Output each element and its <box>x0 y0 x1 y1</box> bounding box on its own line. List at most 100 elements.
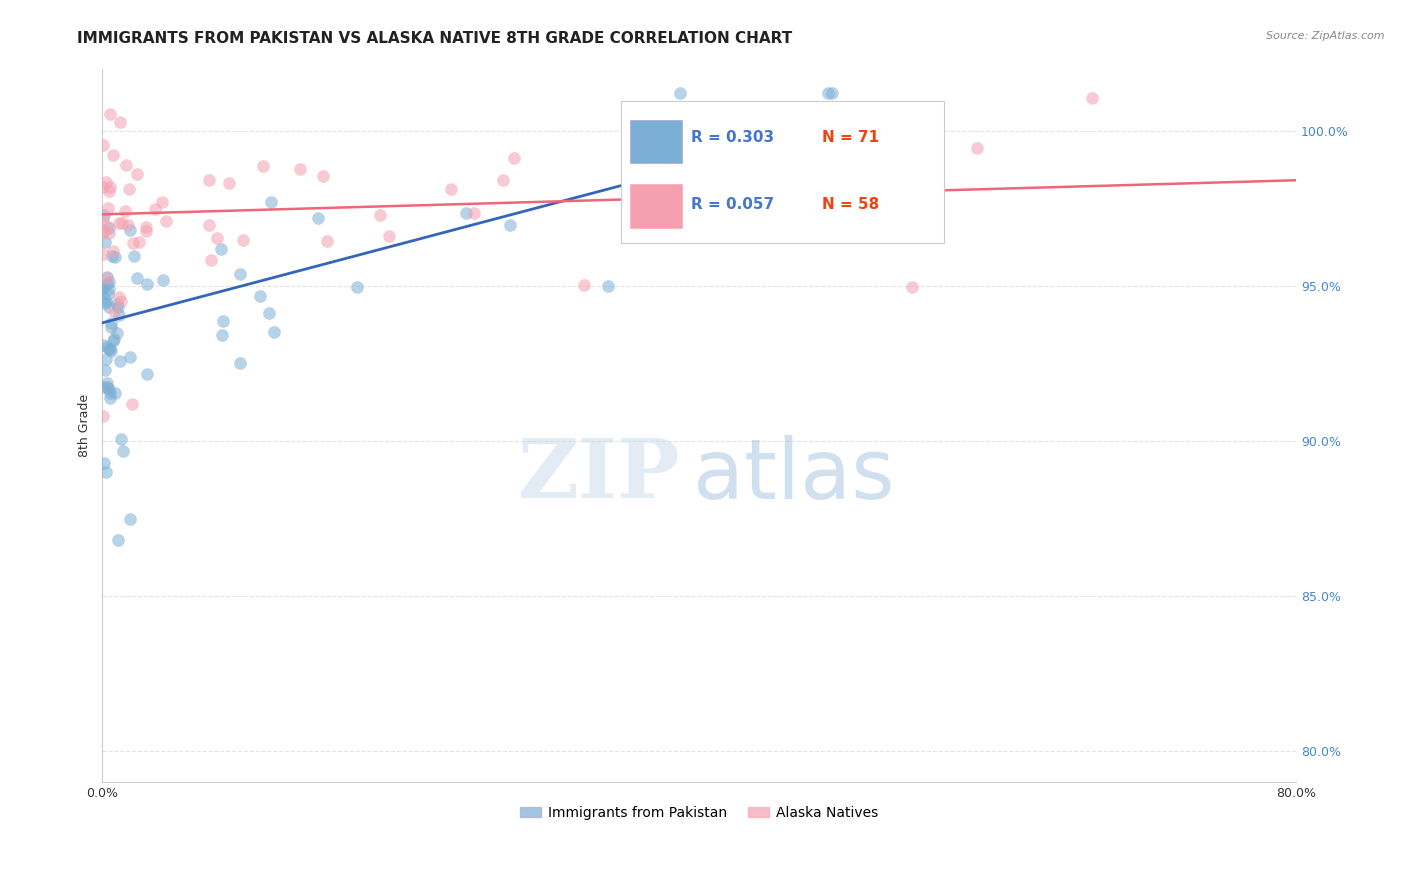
Point <box>97 300 120 314</box>
Point <box>890 163 912 178</box>
Point <box>150 194 173 209</box>
Point <box>198 172 221 186</box>
Point <box>97 201 120 215</box>
Point <box>91 223 114 237</box>
Point <box>103 244 125 258</box>
Point <box>368 208 391 222</box>
Point <box>209 242 232 256</box>
Point <box>114 204 136 219</box>
Point <box>98 392 121 406</box>
Point <box>97 220 120 235</box>
Point <box>229 267 252 281</box>
Point <box>249 289 271 303</box>
Point <box>127 271 149 285</box>
FancyBboxPatch shape <box>621 101 943 244</box>
Point <box>94 293 117 308</box>
Point <box>96 270 118 285</box>
Point <box>136 367 159 381</box>
Point <box>307 211 329 225</box>
Point <box>492 173 515 187</box>
Point <box>100 316 122 330</box>
Point <box>91 282 114 296</box>
Y-axis label: 8th Grade: 8th Grade <box>79 394 91 457</box>
Point <box>120 223 142 237</box>
Point <box>257 306 280 320</box>
Text: ZIP: ZIP <box>519 435 681 516</box>
Point <box>346 280 368 294</box>
Point <box>121 397 143 411</box>
Point <box>440 181 463 195</box>
Point <box>93 290 115 304</box>
Point <box>98 343 121 357</box>
Point <box>105 326 128 341</box>
Point <box>897 154 920 169</box>
Point <box>91 226 114 240</box>
Point <box>121 235 143 250</box>
Point <box>97 275 120 289</box>
Point <box>96 341 118 355</box>
Point <box>98 386 121 401</box>
Point <box>98 226 121 240</box>
Point <box>96 271 118 285</box>
Point <box>122 249 145 263</box>
Text: N = 71: N = 71 <box>823 130 879 145</box>
Point <box>101 249 124 263</box>
Point <box>288 161 311 176</box>
Point <box>821 87 844 101</box>
Point <box>197 218 219 232</box>
Point <box>263 326 285 340</box>
Point <box>502 151 524 165</box>
Point <box>91 180 114 194</box>
Point <box>463 206 485 220</box>
Point <box>135 277 157 292</box>
Point <box>96 376 118 391</box>
Point <box>668 87 690 101</box>
Point <box>125 167 148 181</box>
Point <box>96 277 118 291</box>
Point <box>97 184 120 198</box>
Point <box>118 511 141 525</box>
Point <box>94 175 117 189</box>
Point <box>108 308 131 322</box>
Point <box>107 216 129 230</box>
Point <box>96 352 118 367</box>
Point <box>98 107 121 121</box>
Point <box>91 338 114 352</box>
Point <box>108 114 131 128</box>
Text: Source: ZipAtlas.com: Source: ZipAtlas.com <box>1267 31 1385 41</box>
Point <box>378 229 401 244</box>
Point <box>91 247 114 261</box>
Point <box>98 382 121 396</box>
Point <box>966 140 988 154</box>
Text: IMMIGRANTS FROM PAKISTAN VS ALASKA NATIVE 8TH GRADE CORRELATION CHART: IMMIGRANTS FROM PAKISTAN VS ALASKA NATIV… <box>77 31 793 46</box>
Point <box>218 176 240 190</box>
Point <box>107 533 129 548</box>
Point <box>103 303 125 318</box>
Point <box>108 354 131 368</box>
Point <box>98 343 121 357</box>
Point <box>211 327 233 342</box>
Point <box>112 444 135 458</box>
Text: R = 0.057: R = 0.057 <box>690 196 773 211</box>
Point <box>117 218 139 232</box>
Point <box>260 195 283 210</box>
Point <box>128 235 150 250</box>
FancyBboxPatch shape <box>630 184 682 227</box>
Text: atlas: atlas <box>693 435 894 516</box>
Point <box>155 214 177 228</box>
Point <box>98 282 121 296</box>
Point <box>110 432 132 446</box>
Point <box>499 218 522 232</box>
Point <box>229 356 252 370</box>
Point <box>117 182 139 196</box>
Point <box>817 87 839 101</box>
Point <box>252 159 274 173</box>
Point <box>454 206 477 220</box>
Point <box>107 301 129 315</box>
Text: N = 58: N = 58 <box>823 196 879 211</box>
Point <box>101 334 124 348</box>
Point <box>108 290 131 304</box>
Point <box>115 157 138 171</box>
Point <box>104 251 127 265</box>
Point <box>94 363 117 377</box>
